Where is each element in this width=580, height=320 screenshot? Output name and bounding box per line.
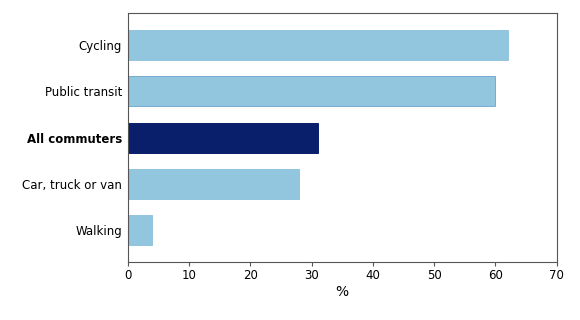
Bar: [128, 169, 299, 199]
Bar: [128, 76, 495, 106]
Bar: [128, 30, 508, 60]
Bar: [128, 123, 318, 153]
Bar: [128, 215, 152, 245]
X-axis label: %: %: [336, 285, 349, 299]
